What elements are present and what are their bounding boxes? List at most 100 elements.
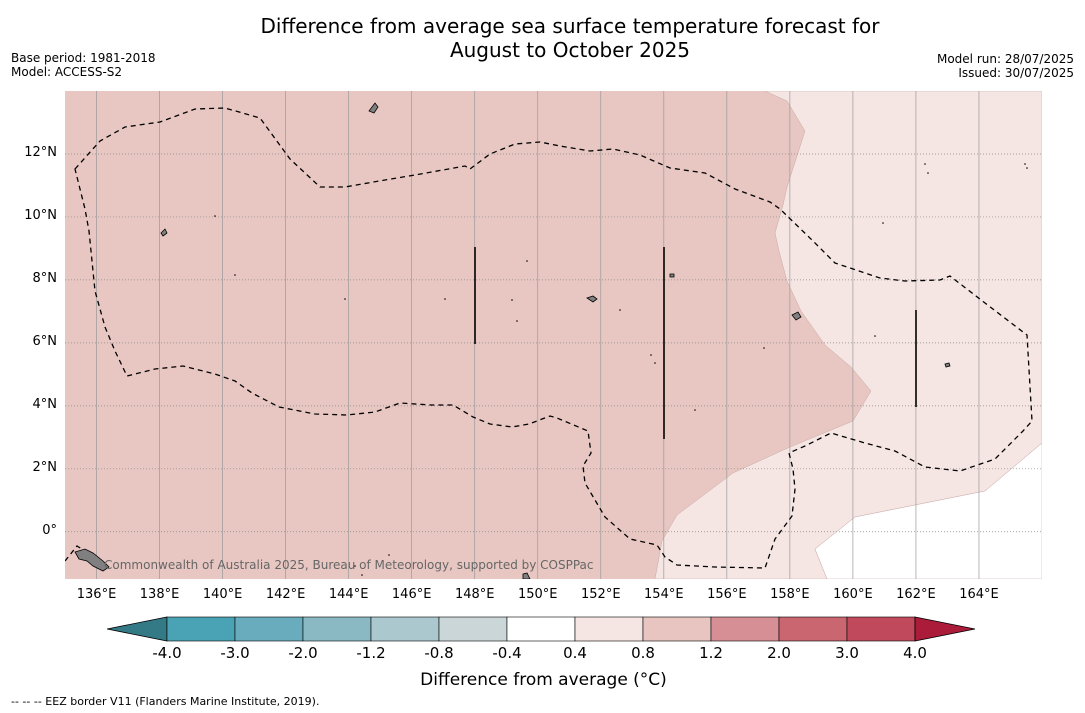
colorbar-cell xyxy=(710,616,780,642)
atoll xyxy=(344,298,346,300)
longitude-tick-label: 146°E xyxy=(391,587,432,602)
colorbar-max-arrow xyxy=(914,616,976,642)
atoll xyxy=(927,172,929,174)
map-gridlines xyxy=(65,91,1042,579)
colorbar-cells xyxy=(107,616,976,642)
atolls xyxy=(214,163,1028,576)
colorbar-cell xyxy=(438,616,508,642)
meta-left: Base period: 1981-2018 Model: ACCESS-S2 xyxy=(11,51,156,79)
title-line-1: Difference from average sea surface temp… xyxy=(260,14,880,38)
copyright-notice: Commonwealth of Australia 2025, Bureau o… xyxy=(104,558,594,572)
issued-date: Issued: 30/07/2025 xyxy=(958,66,1074,80)
atoll xyxy=(354,565,356,567)
colorbar-cell xyxy=(846,616,916,642)
colorbar-tick-label: 2.0 xyxy=(767,644,791,662)
island-4 xyxy=(791,311,802,321)
latitude-tick-label: 0° xyxy=(42,522,57,538)
atoll xyxy=(694,409,696,411)
latitude-tick-label: 2°N xyxy=(32,459,58,475)
longitude-tick-label: 160°E xyxy=(833,587,873,602)
atoll xyxy=(924,163,926,165)
colorbar-cell xyxy=(302,616,372,642)
colorbar-cell xyxy=(234,616,304,642)
latitude-tick-label: 12°N xyxy=(24,144,57,160)
map-canvas xyxy=(65,91,1042,579)
longitude-tick-label: 158°E xyxy=(770,587,810,602)
island-7 xyxy=(522,572,531,579)
colorbar-cell xyxy=(642,616,712,642)
colorbar-tick-label: 0.8 xyxy=(631,644,655,662)
colorbar-tick-label: -2.0 xyxy=(288,644,318,662)
atoll xyxy=(516,320,518,322)
map-title: Difference from average sea surface temp… xyxy=(170,14,970,62)
longitude-tick-label: 148°E xyxy=(454,587,495,602)
colorbar-tick-label: 0.4 xyxy=(563,644,587,662)
longitude-tick-label: 156°E xyxy=(707,587,747,602)
longitude-tick-label: 154°E xyxy=(644,587,684,602)
atoll xyxy=(763,347,765,349)
island-1 xyxy=(368,102,379,114)
longitude-tick-label: 144°E xyxy=(328,587,369,602)
island-png xyxy=(74,548,110,572)
atoll xyxy=(511,299,513,301)
colorbar-tick-label: -0.4 xyxy=(492,644,522,662)
latitude-tick-label: 8°N xyxy=(32,270,58,286)
colorbar-tick-label: -4.0 xyxy=(152,644,182,662)
longitude-tick-label: 150°E xyxy=(517,587,558,602)
colorbar-cell xyxy=(370,616,440,642)
eez-border-png xyxy=(65,545,86,562)
longitude-tick-label: 164°E xyxy=(959,587,999,602)
colorbar-cell xyxy=(506,616,576,642)
atoll xyxy=(1026,167,1028,169)
model-name: Model: ACCESS-S2 xyxy=(11,65,123,79)
islands xyxy=(74,102,951,579)
base-period: Base period: 1981-2018 xyxy=(11,51,156,65)
island-5 xyxy=(944,362,951,368)
anomaly-region-neutral xyxy=(814,442,1042,579)
eez-borders xyxy=(65,107,1033,569)
atoll xyxy=(388,554,390,556)
latitude-tick-label: 4°N xyxy=(32,396,58,412)
title-line-2: August to October 2025 xyxy=(449,38,691,62)
atoll xyxy=(1024,163,1026,165)
atoll xyxy=(882,222,884,224)
colorbar-tick-label: 1.2 xyxy=(699,644,723,662)
latitude-tick-label: 10°N xyxy=(24,207,57,223)
atoll xyxy=(874,335,876,337)
atoll xyxy=(650,354,652,356)
island-6 xyxy=(669,273,675,278)
colorbar-label: Difference from average (°C) xyxy=(420,670,667,690)
longitude-tick-label: 152°E xyxy=(581,587,621,602)
colorbar-cell xyxy=(166,616,236,642)
colorbar-min-arrow xyxy=(107,616,168,642)
colorbar-cell xyxy=(574,616,644,642)
colorbar-tick-label: 4.0 xyxy=(903,644,927,662)
atoll xyxy=(526,260,528,262)
colorbar-cell xyxy=(778,616,848,642)
atoll xyxy=(619,309,621,311)
eez-footnote: -- -- -- EEZ border V11 (Flanders Marine… xyxy=(11,695,320,708)
colorbar-tick-label: 3.0 xyxy=(835,644,859,662)
colorbar xyxy=(107,616,976,642)
atoll xyxy=(444,298,446,300)
longitude-tick-label: 142°E xyxy=(265,587,306,602)
model-run: Model run: 28/07/2025 xyxy=(936,52,1074,66)
longitude-tick-label: 140°E xyxy=(202,587,243,602)
atoll xyxy=(654,362,656,364)
border-segments xyxy=(474,247,917,439)
meta-right: Model run: 28/07/2025 Issued: 30/07/2025 xyxy=(937,52,1074,80)
colorbar-tick-label: -3.0 xyxy=(220,644,250,662)
island-3 xyxy=(586,295,598,303)
longitude-tick-label: 162°E xyxy=(896,587,936,602)
map-panel xyxy=(65,91,1042,579)
atoll xyxy=(234,274,236,276)
longitude-tick-label: 136°E xyxy=(76,587,117,602)
atoll xyxy=(214,215,216,217)
longitude-tick-label: 138°E xyxy=(139,587,180,602)
eez-border-fsm xyxy=(74,107,1033,569)
colorbar-tick-label: -1.2 xyxy=(356,644,386,662)
latitude-tick-label: 6°N xyxy=(32,333,58,349)
atoll xyxy=(361,574,363,576)
island-2 xyxy=(160,228,168,237)
colorbar-tick-label: -0.8 xyxy=(424,644,454,662)
